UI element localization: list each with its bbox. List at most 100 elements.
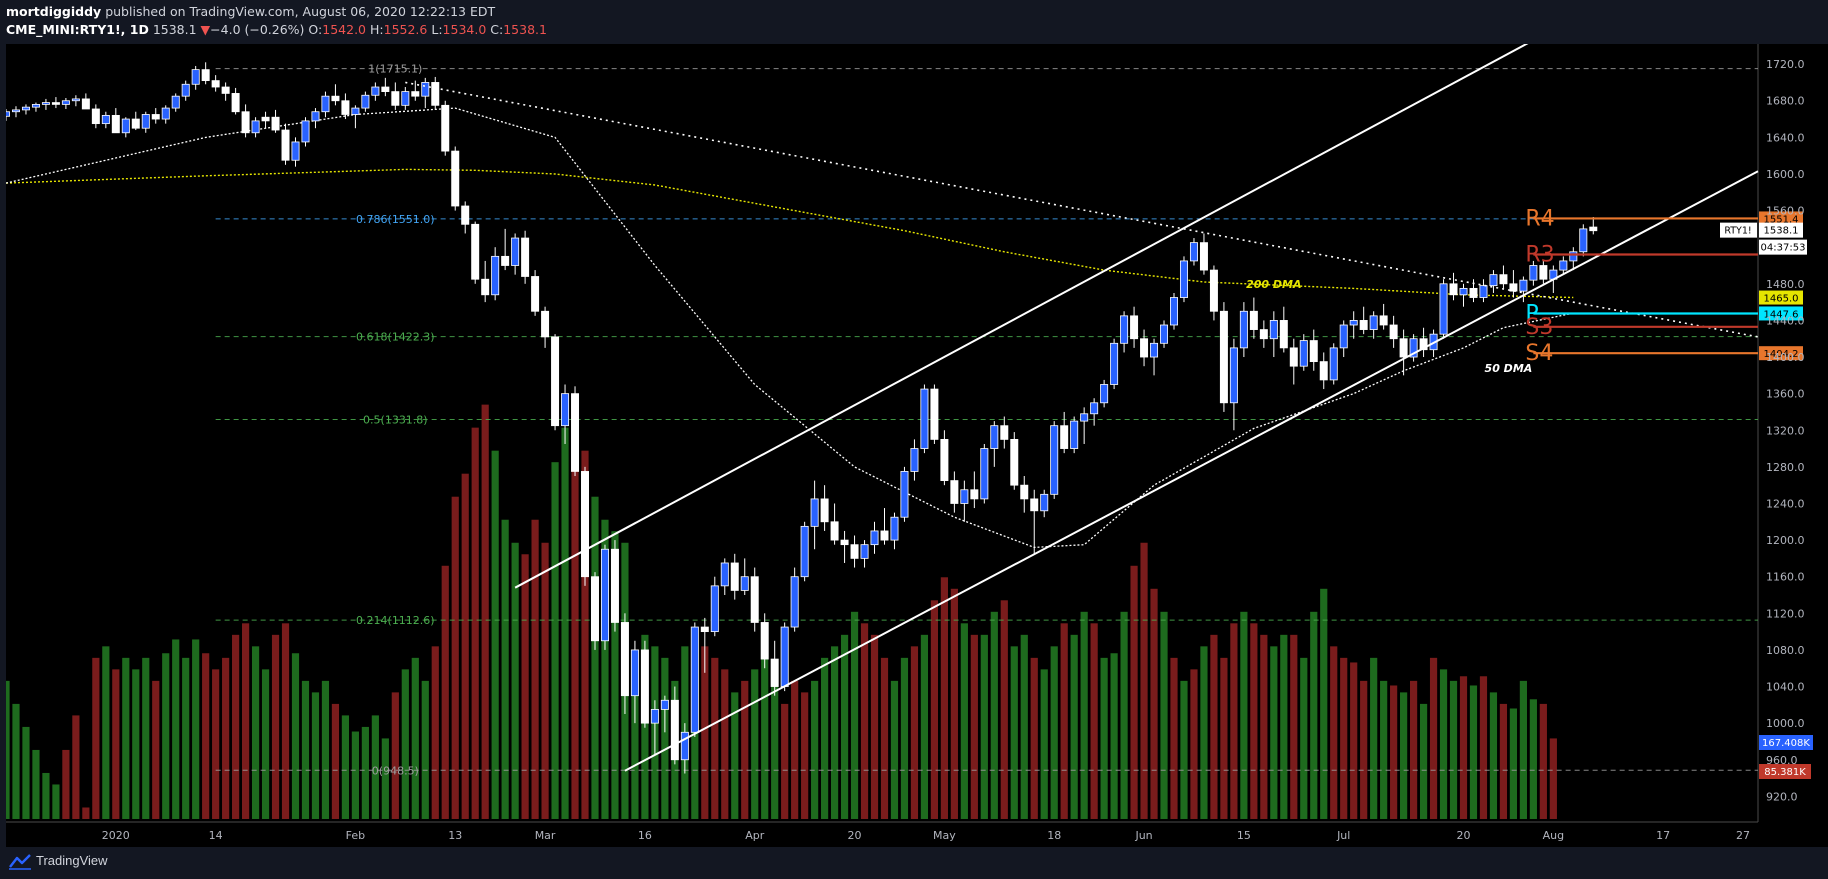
- volume-bar: [1290, 634, 1298, 819]
- annotations: 200 DMA 50 DMA: [1246, 278, 1532, 375]
- candle-body: [960, 489, 969, 504]
- candle-body: [231, 93, 240, 113]
- candle-body: [291, 141, 300, 161]
- moving-averages: [6, 107, 1574, 549]
- volume-bar: [1160, 611, 1168, 819]
- volume-bar: [1270, 646, 1278, 819]
- candle-body: [1199, 242, 1208, 271]
- ma200-line: [6, 168, 1574, 299]
- low-label: L:: [431, 22, 443, 37]
- volume-bar: [761, 657, 769, 819]
- volume-bar: [1260, 634, 1268, 819]
- candle-body: [521, 237, 530, 277]
- time-tick-label: 2020: [102, 829, 130, 842]
- candle-body: [221, 86, 230, 94]
- candle-body: [1389, 324, 1398, 340]
- candle-body: [1519, 279, 1528, 292]
- candle-body: [171, 95, 180, 109]
- author-name[interactable]: mortdiggiddy: [6, 4, 102, 19]
- volume-bar: [1130, 565, 1138, 819]
- volume-bar: [721, 669, 729, 819]
- candle-body: [1010, 439, 1019, 486]
- time-axis[interactable]: [6, 822, 1828, 847]
- candle-body: [790, 576, 799, 628]
- pivot-tag-bg: [1759, 346, 1803, 361]
- volume-bar: [781, 703, 789, 819]
- volume-bar: [1360, 680, 1368, 819]
- candle-body: [1509, 283, 1518, 292]
- fibonacci-levels: 1(1715.1) 0.786(1551.0) 0.618(1422.3) 0.5(1…: [215, 63, 1758, 777]
- price-tick-label: 1640.0: [1766, 131, 1805, 144]
- candle-body: [1409, 338, 1418, 358]
- candle-body: [371, 86, 380, 96]
- volume-down-tag-bg: [1759, 764, 1811, 779]
- volume-bar: [1390, 685, 1398, 819]
- candle-body: [970, 489, 979, 500]
- candle-body: [191, 69, 200, 85]
- candle-body: [620, 622, 629, 697]
- footer-brand[interactable]: TradingView: [36, 853, 108, 868]
- candle-body: [251, 120, 260, 134]
- volume-bar: [611, 531, 619, 819]
- pivot-label: R4: [1525, 206, 1554, 231]
- pivot-tag: 1404.2: [1764, 349, 1799, 360]
- volume-bar: [82, 807, 90, 819]
- candle-body: [1080, 413, 1089, 422]
- candle-body: [920, 388, 929, 449]
- candle-body: [381, 86, 390, 92]
- candle-body: [341, 100, 350, 115]
- volume-bar: [102, 646, 110, 819]
- candle-body: [531, 276, 540, 312]
- fib-level-label: 0.618(1422.3): [356, 331, 435, 344]
- candle-body: [850, 544, 859, 559]
- volume-bar: [1240, 611, 1248, 819]
- candle-body: [6, 111, 10, 117]
- volume-bar: [1549, 738, 1557, 819]
- candle-body: [1459, 287, 1468, 296]
- volume-bar: [551, 462, 559, 819]
- candle-body: [1189, 242, 1198, 262]
- time-tick-label: 20: [848, 829, 862, 842]
- time-tick-label: Jun: [1134, 829, 1152, 842]
- tradingview-logo-icon[interactable]: [8, 853, 32, 871]
- volume-bar: [1449, 680, 1458, 819]
- candle-body: [431, 82, 440, 106]
- candle-body: [511, 237, 520, 266]
- price-tick-label: 1360.0: [1766, 388, 1805, 401]
- price-chart[interactable]: 1(1715.1) 0.786(1551.0) 0.618(1422.3) 0.5(1…: [6, 44, 1828, 847]
- candle-body: [890, 516, 899, 541]
- candle-body: [680, 731, 689, 761]
- volume-bar: [950, 588, 958, 819]
- price-tick-label: 1120.0: [1766, 607, 1805, 620]
- candle-body: [1439, 283, 1448, 335]
- ma50-annotation: 50 DMA: [1485, 362, 1533, 375]
- price-change: −4.0 (−0.26%): [210, 22, 305, 37]
- volume-bar: [1340, 657, 1348, 819]
- volume-bar: [132, 669, 140, 819]
- candle-body: [600, 548, 609, 642]
- volume-bar: [1509, 708, 1518, 819]
- symbol-name[interactable]: CME_MINI:RTY1!, 1D: [6, 22, 149, 37]
- volume-bar: [142, 657, 150, 819]
- candle-body: [321, 95, 330, 113]
- volume-bar: [12, 703, 20, 819]
- candle-body: [840, 539, 849, 546]
- candle-body: [1359, 320, 1368, 330]
- volume-bar: [182, 657, 190, 819]
- candle-body: [1579, 228, 1588, 253]
- candle-body: [391, 91, 400, 106]
- time-tick-label: 13: [448, 829, 462, 842]
- volume-bar: [890, 680, 899, 819]
- candle-body: [241, 111, 250, 134]
- price-tick-label: 1400.0: [1766, 351, 1805, 364]
- volume-bar: [222, 657, 230, 819]
- volume-bar: [371, 715, 379, 819]
- volume-bar: [291, 653, 300, 819]
- volume-bar: [431, 646, 439, 819]
- price-axis[interactable]: [1758, 44, 1828, 822]
- candle-body: [1319, 361, 1328, 381]
- candle-body: [610, 548, 619, 623]
- price-axis-ticks: 920.0 960.0 1000.0 1040.0 1080.0 1120.0 1160.0…: [1766, 58, 1805, 803]
- candle-body: [590, 576, 599, 642]
